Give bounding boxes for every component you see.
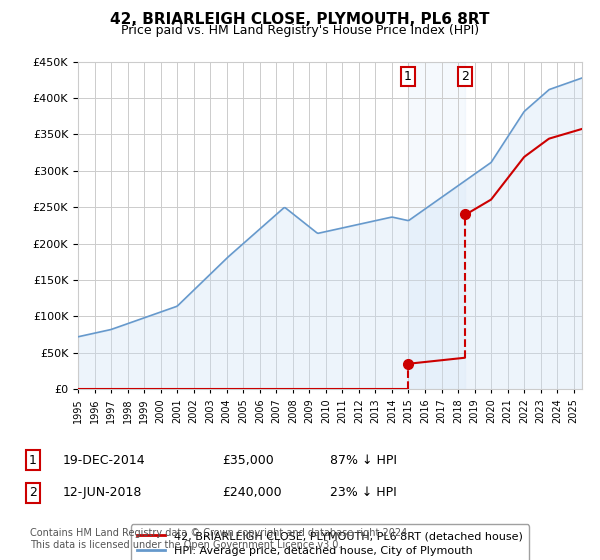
Text: 1: 1 xyxy=(404,70,412,83)
Text: 19-DEC-2014: 19-DEC-2014 xyxy=(63,454,146,467)
Text: Price paid vs. HM Land Registry's House Price Index (HPI): Price paid vs. HM Land Registry's House … xyxy=(121,24,479,37)
Text: 87% ↓ HPI: 87% ↓ HPI xyxy=(330,454,397,467)
Legend: 42, BRIARLEIGH CLOSE, PLYMOUTH, PL6 8RT (detached house), HPI: Average price, de: 42, BRIARLEIGH CLOSE, PLYMOUTH, PL6 8RT … xyxy=(131,524,529,560)
Text: Contains HM Land Registry data © Crown copyright and database right 2024.
This d: Contains HM Land Registry data © Crown c… xyxy=(30,528,410,550)
Text: 1: 1 xyxy=(29,454,37,467)
Text: £240,000: £240,000 xyxy=(222,486,281,500)
Text: 2: 2 xyxy=(29,486,37,500)
Text: 2: 2 xyxy=(461,70,469,83)
Text: 23% ↓ HPI: 23% ↓ HPI xyxy=(330,486,397,500)
Bar xyxy=(408,62,466,389)
Text: £35,000: £35,000 xyxy=(222,454,274,467)
Text: 42, BRIARLEIGH CLOSE, PLYMOUTH, PL6 8RT: 42, BRIARLEIGH CLOSE, PLYMOUTH, PL6 8RT xyxy=(110,12,490,27)
Text: 12-JUN-2018: 12-JUN-2018 xyxy=(63,486,142,500)
